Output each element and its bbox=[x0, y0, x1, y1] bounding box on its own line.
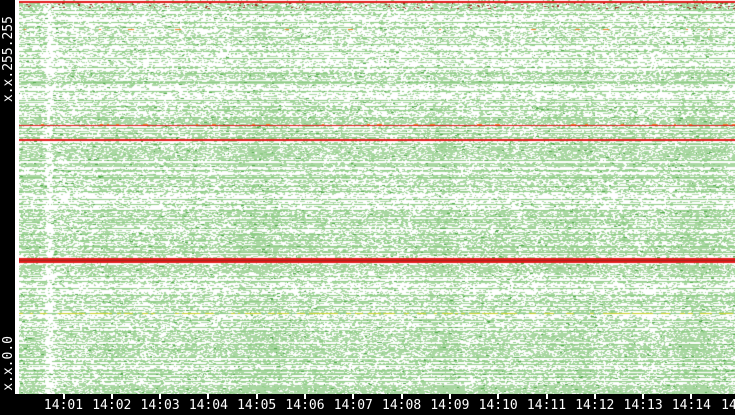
y-axis-label-bottom: x.x.0.0 bbox=[1, 336, 16, 391]
x-axis-tick bbox=[642, 394, 645, 399]
x-axis-tick bbox=[593, 394, 596, 399]
x-axis-tick bbox=[207, 394, 210, 399]
x-axis-tick bbox=[159, 394, 162, 399]
x-tick-label: 14:14 bbox=[671, 398, 711, 413]
x-axis-tick bbox=[304, 394, 306, 399]
x-axis-tick bbox=[400, 394, 403, 399]
x-tick-label: 14:13 bbox=[623, 398, 663, 413]
x-axis-tick bbox=[448, 394, 451, 399]
x-axis-tick bbox=[497, 394, 500, 399]
x-tick-label: 14:01 bbox=[43, 398, 84, 413]
x-tick-label: 14:04 bbox=[188, 398, 228, 413]
x-axis-tick bbox=[690, 394, 693, 399]
y-axis-label-top: x.x.255.255 bbox=[1, 16, 16, 103]
x-tick-label: 14:12 bbox=[575, 398, 615, 413]
x-axis-tick bbox=[62, 394, 65, 399]
x-axis-tick bbox=[352, 394, 355, 399]
x-tick-label: 14 bbox=[721, 398, 735, 413]
x-tick-label: 14:07 bbox=[333, 398, 373, 413]
x-tick-label: 14:09 bbox=[430, 398, 470, 413]
x-tick-label: 14:02 bbox=[92, 398, 132, 413]
x-tick-label: 14:11 bbox=[526, 398, 567, 413]
x-axis-tick bbox=[545, 394, 548, 399]
x-axis-tick bbox=[255, 394, 258, 399]
x-tick-label: 14:10 bbox=[478, 398, 518, 413]
scatter-plot-canvas bbox=[19, 0, 735, 394]
y-axis-margin bbox=[0, 0, 15, 415]
x-tick-label: 14:08 bbox=[382, 398, 422, 413]
x-tick-label: 14:03 bbox=[140, 398, 180, 413]
x-tick-label: 14:06 bbox=[285, 398, 325, 413]
x-axis-bar: 14:01 14:02 14:03 14:04 14:05 14:06 14:07 14:08… bbox=[0, 394, 735, 415]
y-axis-gutter bbox=[15, 0, 19, 394]
x-axis-tick bbox=[110, 394, 113, 399]
x-tick-label: 14:05 bbox=[237, 398, 277, 413]
